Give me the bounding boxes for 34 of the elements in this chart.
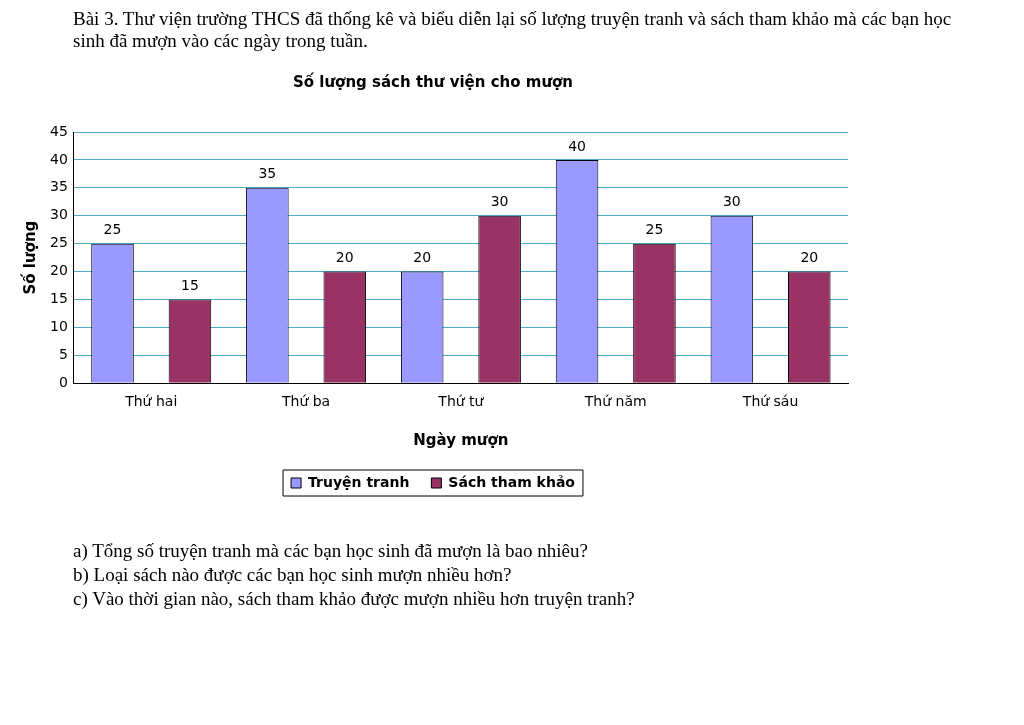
x-tick-label: Thứ hai bbox=[124, 393, 178, 410]
data-label: 25 bbox=[645, 221, 664, 238]
y-tick-label: 10 bbox=[49, 318, 68, 335]
text: Bài 3. Thư viện trường THCS đã thống kê và biểu diễn lại số lượng truyện tranh và sách tham khảo mà các bạn học sinh đã mượn vào các ngày trong tuần. bbox=[73, 8, 953, 52]
y-tick-label: 45 bbox=[49, 122, 68, 139]
y-tick-label: 5 bbox=[58, 345, 68, 362]
data-label: 15 bbox=[181, 277, 199, 294]
data-label: 35 bbox=[258, 165, 277, 182]
text: c) Vào thời gian nào, sách tham khảo được mượn nhiều hơn truyện tranh? bbox=[73, 588, 636, 610]
y-tick-label: 35 bbox=[49, 178, 68, 195]
data-label: 40 bbox=[568, 137, 586, 154]
x-tick-label: Thứ năm bbox=[583, 393, 647, 410]
y-tick-label: 30 bbox=[49, 206, 68, 223]
y-tick-label: 25 bbox=[49, 234, 68, 251]
text: a) Tổng số truyện tranh mà các bạn học sinh đã mượn là bao nhiêu? bbox=[73, 540, 589, 562]
data-label: 30 bbox=[722, 193, 741, 210]
y-tick-label: 20 bbox=[49, 262, 68, 279]
data-label: 20 bbox=[413, 249, 432, 266]
data-label: 25 bbox=[103, 221, 122, 238]
x-tick-label: Thứ ba bbox=[280, 393, 331, 410]
x-axis-title: Ngày mượn bbox=[413, 430, 509, 449]
data-label: 20 bbox=[800, 249, 819, 266]
y-tick-label: 40 bbox=[49, 150, 68, 167]
legend-label: Truyện tranh bbox=[308, 473, 410, 490]
y-tick-label: 0 bbox=[58, 373, 68, 390]
chart-title: Số lượng sách thư viện cho mượn bbox=[292, 71, 574, 91]
x-tick-label: Thứ sáu bbox=[741, 393, 799, 410]
x-tick-label: Thứ tư bbox=[437, 393, 485, 410]
y-axis-title: Số lượng bbox=[19, 220, 39, 295]
data-label: 30 bbox=[490, 193, 509, 210]
data-label: 20 bbox=[335, 249, 354, 266]
y-tick-label: 15 bbox=[49, 290, 68, 307]
legend-label: Sách tham khảo bbox=[448, 473, 576, 490]
text: b) Loại sách nào được các bạn học sinh mượn nhiều hơn? bbox=[73, 564, 513, 586]
